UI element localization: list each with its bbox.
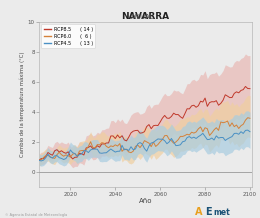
Text: met: met	[213, 208, 230, 217]
Text: E: E	[205, 207, 212, 217]
Title: NAVARRA: NAVARRA	[121, 12, 170, 21]
Text: A: A	[195, 207, 203, 217]
X-axis label: Año: Año	[139, 198, 152, 204]
Text: ANUAL: ANUAL	[131, 14, 155, 20]
Legend: RCP8.5      ( 14 ), RCP6.0      (  6 ), RCP4.5      ( 13 ): RCP8.5 ( 14 ), RCP6.0 ( 6 ), RCP4.5 ( 13…	[41, 24, 95, 48]
Y-axis label: Cambio de la temperatura máxima (°C): Cambio de la temperatura máxima (°C)	[20, 52, 25, 157]
Text: © Agencia Estatal de Meteorología: © Agencia Estatal de Meteorología	[5, 213, 67, 217]
